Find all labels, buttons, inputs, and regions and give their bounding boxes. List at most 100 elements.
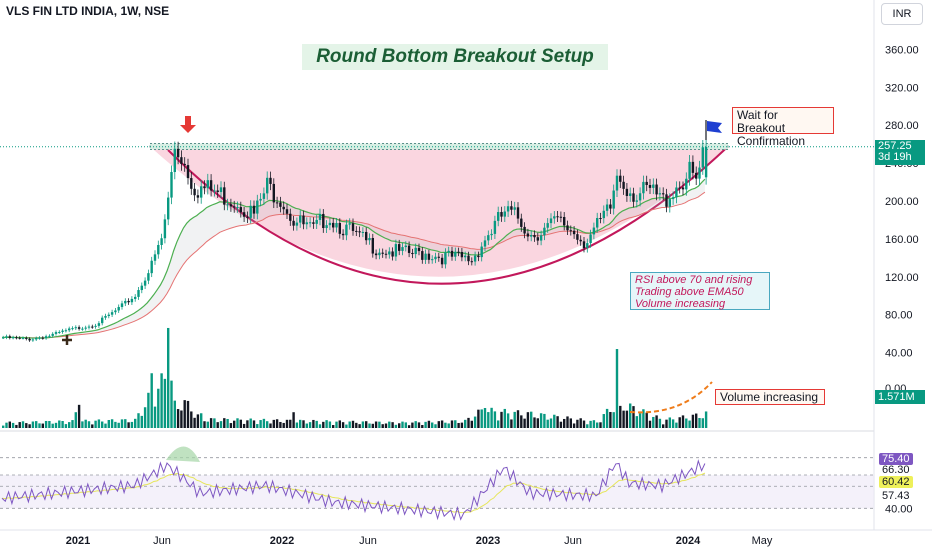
candle-body xyxy=(305,222,308,225)
down-arrow-head xyxy=(180,125,196,133)
candle-body xyxy=(553,216,556,219)
candle-body xyxy=(427,253,431,260)
candle-body xyxy=(38,337,41,339)
volume-bar xyxy=(84,419,87,428)
volume-bar xyxy=(163,378,167,428)
candle-body xyxy=(213,190,216,192)
candle-body xyxy=(325,225,328,229)
volume-bar xyxy=(695,413,698,428)
candle-body xyxy=(467,255,470,262)
volume-bar xyxy=(615,349,619,428)
currency-selector[interactable]: INR xyxy=(881,3,923,25)
candle-body xyxy=(117,306,120,311)
volume-bar xyxy=(64,424,68,428)
setup-title-annotation: Round Bottom Breakout Setup xyxy=(302,44,608,70)
volume-bar xyxy=(206,421,209,428)
volume-bar xyxy=(68,422,71,428)
candle-body xyxy=(186,165,190,179)
volume-bar xyxy=(635,416,638,428)
breakout-note-line2: Confirmation xyxy=(737,134,806,148)
candle-body xyxy=(536,237,539,241)
volume-bar xyxy=(378,421,381,428)
candle-body xyxy=(163,219,167,239)
candle-body xyxy=(398,244,401,251)
volume-bar xyxy=(384,423,388,428)
volume-bar xyxy=(665,419,668,428)
volume-bar xyxy=(308,422,312,428)
volume-bar xyxy=(642,409,645,428)
candle-body xyxy=(87,326,91,328)
volume-bar xyxy=(213,418,216,428)
candle-body xyxy=(490,233,493,236)
volume-bar xyxy=(497,420,500,428)
candle-body xyxy=(200,186,203,198)
volume-bar xyxy=(176,409,180,428)
candle-body xyxy=(345,224,348,236)
candle-body xyxy=(638,193,642,201)
candle-body xyxy=(543,227,546,236)
volume-bar xyxy=(269,423,272,428)
candle-body xyxy=(632,193,635,202)
volume-bar xyxy=(655,415,658,428)
volume-bar xyxy=(285,419,289,428)
volume-bar xyxy=(223,418,226,428)
volume-bar xyxy=(233,420,236,428)
volume-bar xyxy=(431,422,434,428)
candle-body xyxy=(35,338,38,340)
volume-bar xyxy=(572,423,576,428)
price-tick-label: 80.00 xyxy=(885,310,913,322)
volume-bar xyxy=(107,420,110,428)
bar-countdown: 3d 19h xyxy=(878,151,912,163)
volume-bar xyxy=(299,419,302,428)
volume-bar xyxy=(662,424,665,428)
volume-bar xyxy=(675,422,678,428)
volume-bar xyxy=(289,419,292,428)
volume-bar xyxy=(127,422,130,428)
candle-body xyxy=(206,180,209,189)
volume-bar xyxy=(157,388,160,428)
volume-bar xyxy=(652,416,655,428)
price-tick-label: 320.00 xyxy=(885,82,919,94)
volume-note: Volume increasing xyxy=(715,389,825,405)
breakout-note-line1: Wait for Breakout xyxy=(737,108,786,135)
volume-bar xyxy=(609,411,612,428)
volume-bar xyxy=(589,420,592,428)
candle-body xyxy=(417,247,421,252)
candle-body xyxy=(582,241,586,249)
volume-bar xyxy=(15,424,18,428)
volume-bar xyxy=(563,418,566,428)
volume-bar xyxy=(97,419,101,428)
candle-body xyxy=(209,180,213,191)
candle-body xyxy=(678,187,681,189)
volume-bar xyxy=(671,419,675,428)
volume-bar xyxy=(180,410,183,428)
candle-body xyxy=(444,252,447,265)
candle-body xyxy=(124,300,127,304)
volume-trend-arc xyxy=(629,381,713,414)
volume-bar xyxy=(355,422,358,428)
candle-body xyxy=(157,244,160,255)
candle-body xyxy=(642,181,645,194)
candle-body xyxy=(675,187,678,198)
candle-body xyxy=(110,312,114,315)
candle-body xyxy=(134,296,137,299)
volume-bar xyxy=(599,422,602,428)
rsi-note-line2: Trading above EMA50 xyxy=(635,286,744,298)
rsi-note: RSI above 70 and rising Trading above EM… xyxy=(630,272,770,310)
volume-bar xyxy=(427,420,431,428)
candle-body xyxy=(348,223,351,225)
candle-body xyxy=(97,323,101,326)
candle-body xyxy=(104,315,107,318)
volume-bar xyxy=(345,424,348,428)
volume-bar xyxy=(480,409,483,428)
candle-body xyxy=(414,247,417,255)
candle-body xyxy=(246,216,249,218)
candle-body xyxy=(612,190,615,209)
volume-bar xyxy=(8,421,11,428)
volume-bar xyxy=(31,421,35,428)
candle-body xyxy=(510,206,513,210)
volume-bar xyxy=(71,420,74,428)
candle-body xyxy=(460,251,464,258)
volume-bar xyxy=(546,419,549,428)
volume-bar xyxy=(539,413,543,428)
